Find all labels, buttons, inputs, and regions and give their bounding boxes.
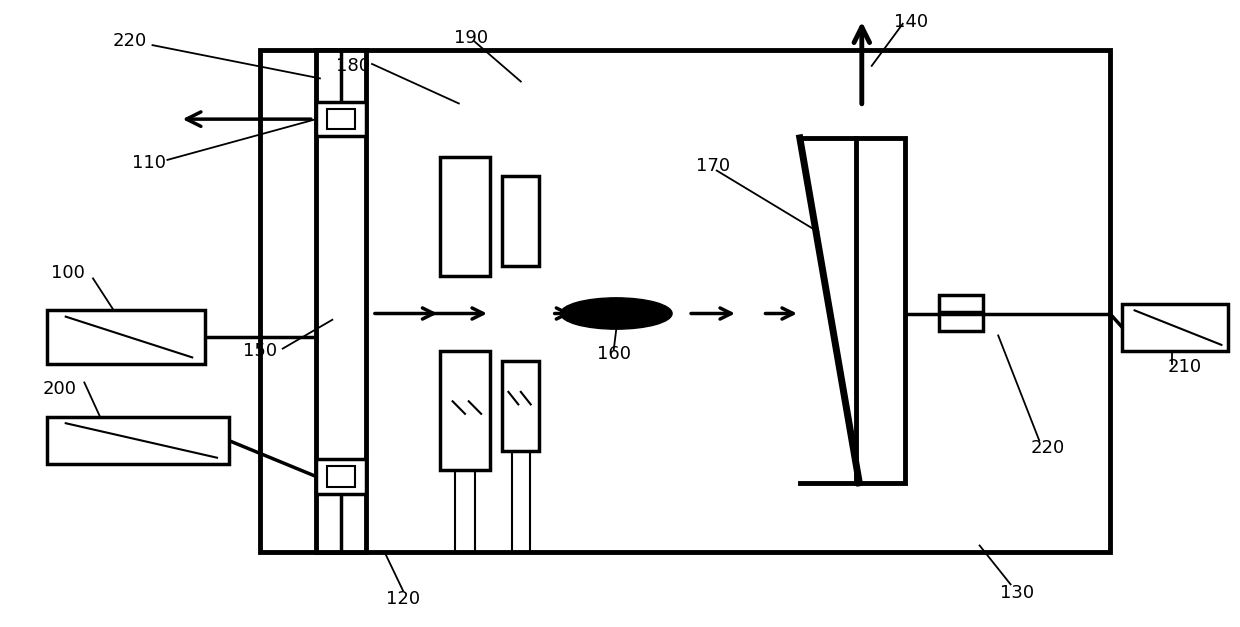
Bar (502, 361, 539, 451)
Bar (440, 351, 490, 470)
Bar (316, 459, 366, 494)
Text: 200: 200 (42, 380, 77, 398)
Ellipse shape (560, 298, 672, 329)
Text: 120: 120 (386, 590, 420, 608)
Text: 150: 150 (243, 342, 278, 360)
Bar (327, 109, 355, 129)
Text: 140: 140 (894, 13, 929, 31)
Bar (316, 102, 366, 136)
Bar (260, 50, 1110, 552)
Text: 130: 130 (999, 584, 1034, 601)
Bar (940, 314, 983, 331)
Bar (502, 176, 539, 266)
Text: 210: 210 (1167, 358, 1202, 376)
Text: 220: 220 (113, 32, 148, 50)
Text: 160: 160 (596, 345, 631, 363)
Bar (856, 138, 905, 483)
Bar (47, 417, 229, 464)
Bar (316, 50, 366, 552)
Text: 170: 170 (696, 157, 730, 175)
Text: 100: 100 (51, 264, 86, 282)
Text: 180: 180 (336, 57, 371, 75)
Text: 110: 110 (131, 154, 166, 172)
Bar (327, 466, 355, 487)
Bar (440, 157, 490, 276)
Bar (1122, 304, 1228, 351)
Text: 220: 220 (1030, 440, 1065, 457)
Text: 190: 190 (454, 29, 489, 46)
Bar (47, 310, 205, 364)
Bar (940, 295, 983, 312)
